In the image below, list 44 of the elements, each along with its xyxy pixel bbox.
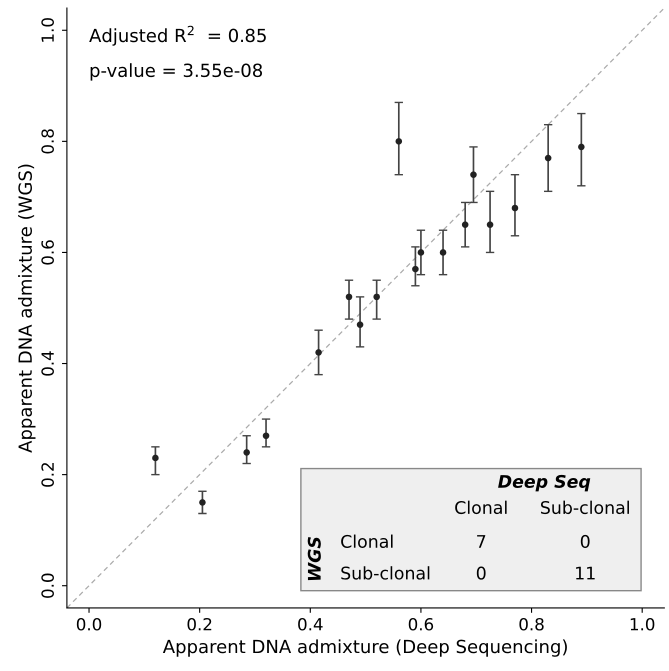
x-tick-label: 0.2 bbox=[188, 618, 212, 631]
x-tick-label: 1.0 bbox=[630, 618, 654, 631]
point bbox=[152, 454, 159, 462]
annotation: 7 bbox=[477, 535, 486, 548]
point bbox=[462, 221, 468, 228]
point bbox=[199, 499, 206, 506]
point bbox=[578, 144, 585, 150]
annotation: WGS bbox=[308, 537, 321, 580]
point bbox=[512, 204, 518, 212]
x-axis-title: Apparent DNA admixture (Deep Sequencing) bbox=[162, 639, 567, 657]
annotation: Clonal bbox=[455, 500, 507, 514]
y-tick-label: 0.0 bbox=[41, 574, 54, 598]
y-tick-label: 0.6 bbox=[41, 240, 54, 265]
annotation: Adjusted R$^{2}$ = 0.85 bbox=[89, 26, 266, 46]
x-tick-label: 0.4 bbox=[298, 618, 323, 631]
annotation: p-value = 3.55e-08 bbox=[90, 63, 262, 81]
y-tick-label: 0.4 bbox=[41, 351, 54, 376]
annotation: Deep Seq bbox=[498, 474, 590, 492]
point bbox=[418, 249, 424, 256]
point bbox=[412, 266, 419, 272]
y-axis-title: Apparent DNA admixture (WGS) bbox=[18, 164, 36, 453]
point bbox=[396, 138, 402, 145]
annotation: 11 bbox=[576, 566, 595, 580]
x-tick-label: 0.8 bbox=[519, 618, 544, 631]
annotation: Sub-clonal bbox=[341, 566, 430, 580]
point bbox=[346, 294, 352, 300]
point bbox=[544, 154, 552, 162]
y-tick-label: 0.2 bbox=[41, 463, 54, 487]
annotation: Clonal bbox=[341, 534, 393, 548]
point bbox=[243, 449, 250, 456]
point bbox=[356, 321, 364, 328]
y-tick-label: 0.8 bbox=[41, 129, 54, 154]
annotation: 0 bbox=[476, 566, 486, 580]
x-tick-label: 0.0 bbox=[76, 618, 102, 631]
annotation: 0 bbox=[580, 534, 590, 548]
y-tick-label: 1.0 bbox=[41, 18, 54, 42]
point bbox=[315, 349, 322, 356]
x-tick-label: 0.6 bbox=[408, 618, 434, 631]
point bbox=[373, 294, 380, 300]
annotation: Sub-clonal bbox=[540, 500, 629, 514]
point bbox=[486, 221, 494, 228]
point bbox=[262, 432, 270, 440]
point bbox=[470, 171, 477, 178]
point bbox=[440, 249, 446, 256]
